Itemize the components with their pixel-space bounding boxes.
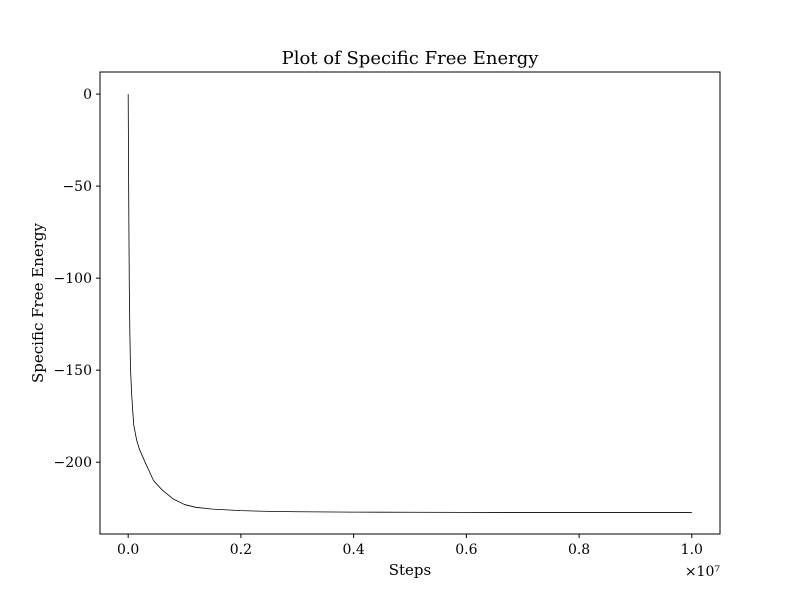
chart-title: Plot of Specific Free Energy (282, 48, 540, 69)
x-tick-label: 1.0 (681, 542, 703, 558)
plot-area-frame (99, 71, 721, 535)
y-axis-label: Specific Free Energy (29, 222, 47, 382)
x-tick-label: 0.4 (343, 542, 365, 558)
x-axis-offset-text: ×10⁷ (685, 564, 721, 580)
x-tick-label: 0.0 (117, 542, 139, 558)
data-series (127, 94, 692, 513)
y-tick-label: −100 (54, 271, 92, 287)
series-line (127, 94, 692, 513)
y-tick-label: 0 (83, 87, 92, 103)
y-tick-label: −150 (54, 363, 92, 379)
y-tick-label: −50 (62, 179, 92, 195)
x-tick-label: 0.6 (455, 542, 477, 558)
y-tick-label: −200 (54, 455, 92, 471)
axis-ticks: 0.0 0.2 0.4 0.6 0.8 1.0 0 −50 −100 −150 −200 (54, 87, 703, 558)
x-tick-label: 0.2 (230, 542, 252, 558)
x-axis-label: Steps (389, 561, 431, 579)
x-tick-label: 0.8 (568, 542, 590, 558)
